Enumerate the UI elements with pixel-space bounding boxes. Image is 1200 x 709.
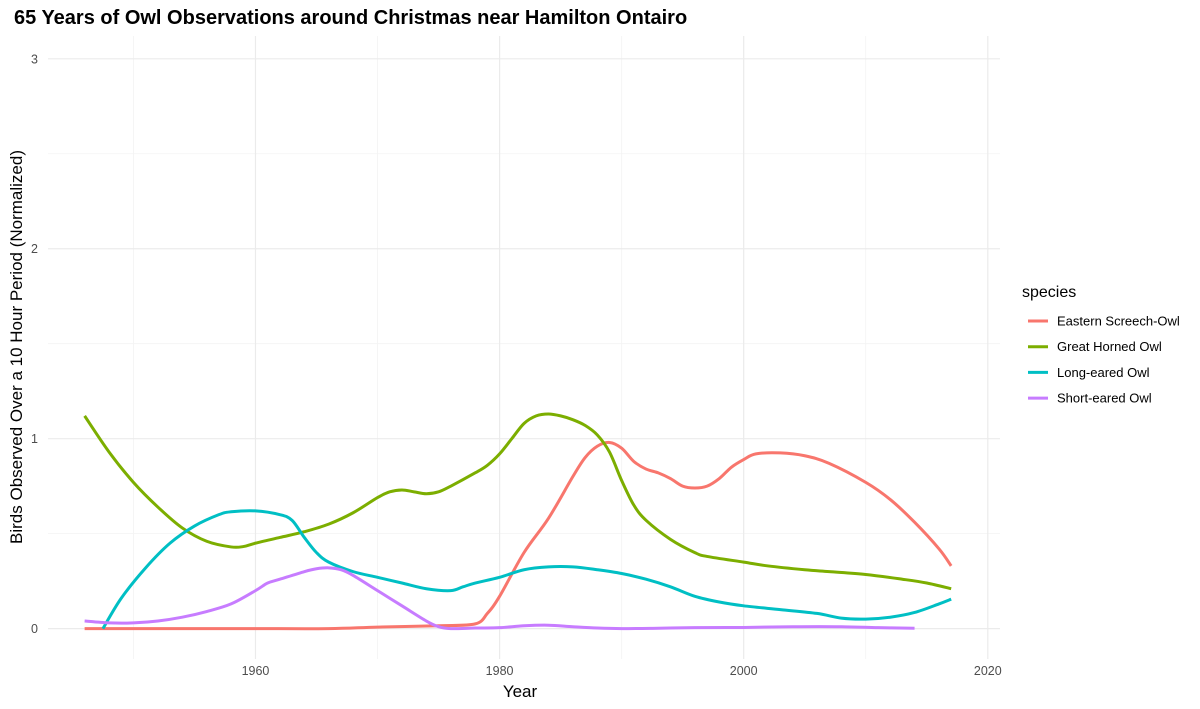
legend-items: Eastern Screech-Owl Great Horned Owl Long-… — [1028, 314, 1180, 406]
legend: species Eastern Screech-Owl Great Horned … — [1022, 284, 1180, 406]
legend-label-great-horned-owl: Great Horned Owl — [1057, 339, 1162, 354]
x-axis-ticks: 1960 1980 2000 2020 — [242, 664, 1002, 678]
legend-label-long-eared-owl: Long-eared Owl — [1057, 365, 1150, 380]
y-tick-label: 1 — [31, 432, 38, 446]
x-tick-label: 1980 — [486, 664, 514, 678]
y-axis-ticks: 0 1 2 3 — [31, 52, 38, 636]
x-axis-title: Year — [503, 682, 538, 701]
chart-title: 65 Years of Owl Observations around Chri… — [14, 7, 687, 29]
y-tick-label: 3 — [31, 52, 38, 66]
x-tick-label: 2000 — [730, 664, 758, 678]
legend-title: species — [1022, 284, 1076, 301]
series-line-short-eared-owl — [84, 566, 915, 631]
y-tick-label: 0 — [31, 622, 38, 636]
legend-label-short-eared-owl: Short-eared Owl — [1057, 391, 1152, 406]
series-layer — [83, 412, 953, 631]
series-line-long-eared-owl — [101, 509, 952, 630]
y-axis-title: Birds Observed Over a 10 Hour Period (No… — [7, 150, 26, 544]
y-tick-label: 2 — [31, 242, 38, 256]
legend-label-eastern-screech-owl: Eastern Screech-Owl — [1057, 314, 1180, 329]
x-tick-label: 1960 — [242, 664, 270, 678]
series-line-great-horned-owl — [83, 412, 952, 591]
series-line-eastern-screech-owl — [84, 440, 953, 631]
x-tick-label: 2020 — [974, 664, 1002, 678]
